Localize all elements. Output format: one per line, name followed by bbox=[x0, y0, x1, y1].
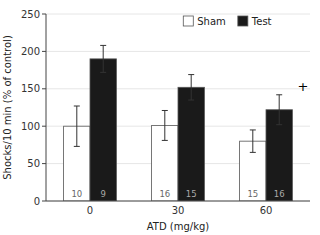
x-tick-label: 0 bbox=[87, 205, 93, 216]
error-line bbox=[76, 106, 77, 146]
error-bar bbox=[250, 130, 256, 152]
error-cap bbox=[100, 45, 106, 46]
error-bar bbox=[100, 45, 106, 72]
n-label: 16 bbox=[159, 189, 170, 199]
y-tick-label: 100 bbox=[21, 121, 40, 132]
legend-item: Test bbox=[238, 16, 272, 27]
n-label: 15 bbox=[247, 189, 258, 199]
n-label: 9 bbox=[100, 189, 105, 199]
grid-line bbox=[46, 14, 310, 15]
chart: 0 50 100 150 200 250 10 16 15 9 15 16 +0 30 60 ATD (mg/… bbox=[0, 0, 320, 235]
x-tick-label: 30 bbox=[172, 205, 185, 216]
error-line bbox=[279, 95, 280, 125]
error-cap bbox=[250, 152, 256, 153]
y-tick-label: 150 bbox=[21, 83, 40, 94]
x-axis bbox=[46, 201, 310, 202]
annotation: + bbox=[298, 79, 309, 94]
y-tick-label: 50 bbox=[27, 158, 40, 169]
y-tick bbox=[42, 51, 46, 52]
labels: 10 16 15 9 15 16 bbox=[71, 189, 284, 199]
n-label: 16 bbox=[274, 189, 285, 199]
legend-item: Sham bbox=[183, 16, 226, 27]
error-bar bbox=[162, 110, 168, 140]
bars bbox=[64, 45, 293, 201]
error-line bbox=[103, 45, 104, 72]
y-tick-label: 0 bbox=[34, 196, 40, 207]
error-cap bbox=[162, 140, 168, 141]
y-tick-label: 200 bbox=[21, 46, 40, 57]
error-cap bbox=[162, 110, 168, 111]
bar bbox=[90, 59, 116, 201]
error-cap bbox=[250, 129, 256, 130]
n-label: 10 bbox=[71, 189, 82, 199]
error-cap bbox=[74, 106, 80, 107]
y-tick bbox=[42, 88, 46, 89]
bar bbox=[178, 87, 204, 201]
n-label: 15 bbox=[186, 189, 197, 199]
y-tick bbox=[42, 126, 46, 127]
error-cap bbox=[188, 74, 194, 75]
x-tick-label: 60 bbox=[260, 205, 273, 216]
y-axis-label: Shocks/10 min (% of control) bbox=[2, 35, 13, 180]
y-tick-label: 250 bbox=[21, 9, 40, 20]
error-bar bbox=[188, 75, 194, 100]
y-axis bbox=[46, 14, 47, 201]
y-tick bbox=[42, 201, 46, 202]
x-axis-label: ATD (mg/kg) bbox=[147, 221, 210, 232]
y-tick bbox=[42, 163, 46, 164]
error-cap bbox=[276, 124, 282, 125]
legend-swatch bbox=[238, 16, 248, 26]
chart-container: 0 50 100 150 200 250 10 16 15 9 15 16 +0 30 60 ATD (mg/… bbox=[0, 0, 320, 235]
legend-swatch bbox=[183, 16, 193, 26]
legend-label: Test bbox=[251, 16, 272, 27]
error-cap bbox=[276, 94, 282, 95]
error-cap bbox=[74, 146, 80, 147]
grid-line bbox=[46, 201, 310, 202]
legend-label: Sham bbox=[197, 16, 226, 27]
y-tick bbox=[42, 14, 46, 15]
legend: Sham Test bbox=[183, 16, 271, 27]
error-line bbox=[164, 110, 165, 140]
error-bar bbox=[276, 95, 282, 125]
error-line bbox=[191, 75, 192, 100]
grid-line bbox=[46, 51, 310, 52]
error-cap bbox=[188, 100, 194, 101]
error-bar bbox=[74, 106, 80, 146]
error-cap bbox=[100, 72, 106, 73]
error-line bbox=[252, 130, 253, 152]
